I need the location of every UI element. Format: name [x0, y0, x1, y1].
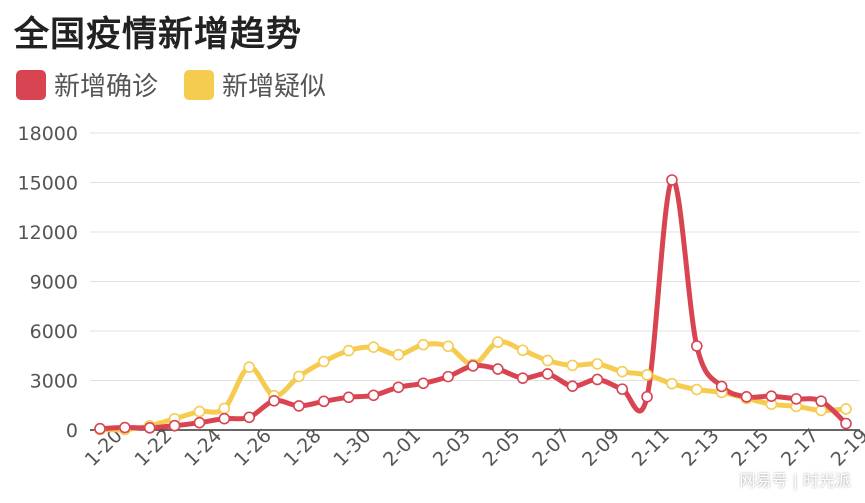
- data-point-confirmed: [591, 373, 604, 386]
- data-point-confirmed: [293, 400, 305, 412]
- y-tick-label: 3000: [30, 371, 78, 393]
- y-tick-label: 15000: [18, 173, 78, 195]
- chart-title: 全国疫情新增趋势: [14, 15, 303, 55]
- y-tick-label: 6000: [30, 321, 78, 343]
- data-point-confirmed: [790, 393, 803, 405]
- legend-item-confirmed[interactable]: 新增确诊: [16, 66, 158, 103]
- y-axis-tick-labels: 0 3000 6000 9000 12000 15000 18000: [18, 123, 78, 442]
- data-point-suspected: [690, 383, 703, 396]
- data-point-confirmed: [168, 419, 181, 432]
- data-point-suspected: [641, 369, 653, 381]
- data-point-confirmed: [442, 370, 454, 383]
- legend-swatch-suspected: [184, 69, 215, 100]
- data-point-suspected: [293, 370, 305, 383]
- x-tick-label: 2-15: [727, 425, 773, 471]
- data-point-confirmed: [119, 421, 131, 434]
- data-point-confirmed: [193, 416, 206, 429]
- data-point-confirmed: [616, 383, 629, 395]
- series-points: [94, 174, 852, 436]
- data-point-suspected: [317, 355, 330, 368]
- data-point-confirmed: [641, 390, 653, 403]
- data-point-suspected: [591, 358, 604, 370]
- data-point-confirmed: [342, 391, 355, 404]
- x-tick-label: 2-11: [628, 425, 674, 471]
- x-tick-label: 2-07: [528, 425, 574, 471]
- y-tick-label: 0: [66, 420, 78, 442]
- x-tick-label: 2-03: [429, 425, 475, 471]
- data-point-confirmed: [566, 380, 579, 392]
- series-lines: [97, 177, 849, 433]
- x-tick-label: 1-30: [329, 425, 375, 471]
- y-tick-label: 12000: [18, 222, 78, 244]
- x-tick-label: 2-09: [578, 425, 624, 471]
- series-line-confirmed: [97, 177, 849, 432]
- data-point-confirmed: [690, 340, 703, 352]
- data-point-confirmed: [268, 394, 280, 407]
- data-point-suspected: [541, 354, 554, 367]
- data-point-suspected: [367, 341, 380, 353]
- data-point-confirmed: [317, 395, 330, 408]
- data-point-suspected: [442, 340, 454, 353]
- x-tick-label: 2-17: [777, 425, 823, 471]
- data-point-suspected: [815, 404, 827, 417]
- data-point-confirmed: [740, 391, 753, 403]
- x-tick-label: 1-26: [230, 425, 276, 471]
- data-point-confirmed: [815, 395, 827, 407]
- x-tick-label: 2-05: [479, 425, 525, 471]
- data-point-confirmed: [666, 174, 678, 186]
- data-point-confirmed: [94, 422, 106, 435]
- data-point-suspected: [566, 359, 579, 372]
- data-point-confirmed: [392, 381, 405, 394]
- data-point-confirmed: [143, 422, 156, 434]
- data-point-suspected: [392, 348, 405, 361]
- legend-label-suspected: 新增疑似: [222, 72, 327, 102]
- x-tick-label: 1-28: [280, 425, 326, 471]
- data-point-suspected: [218, 402, 231, 415]
- x-tick-label: 2-13: [678, 425, 724, 471]
- x-tick-label: 2-01: [379, 425, 425, 471]
- data-point-suspected: [616, 365, 629, 378]
- data-point-suspected: [492, 336, 504, 348]
- data-point-confirmed: [243, 411, 255, 424]
- x-tick-label: 2-19: [827, 425, 865, 471]
- series-line-suspected: [97, 339, 849, 433]
- x-tick-label: 1-24: [180, 425, 226, 471]
- y-tick-label: 9000: [30, 272, 78, 294]
- data-point-confirmed: [715, 380, 728, 393]
- data-point-confirmed: [541, 368, 554, 380]
- data-point-suspected: [666, 377, 678, 390]
- legend-label-confirmed: 新增确诊: [54, 72, 159, 102]
- x-axis-tick-labels: 1-20 1-22 1-24 1-26 1-28 1-30 2-01 2-03 2-05 2-07…: [81, 425, 865, 471]
- data-point-confirmed: [467, 360, 479, 372]
- legend-item-suspected[interactable]: 新增疑似: [184, 66, 326, 103]
- data-point-confirmed: [417, 377, 430, 390]
- data-point-confirmed: [492, 363, 504, 375]
- y-tick-label: 18000: [18, 123, 78, 145]
- data-point-suspected: [342, 344, 355, 357]
- y-grid-lines: [90, 132, 860, 381]
- data-point-confirmed: [218, 412, 231, 425]
- watermark: 网易号 | 时光派: [739, 471, 851, 490]
- data-point-suspected: [417, 338, 430, 351]
- data-point-suspected: [243, 361, 255, 374]
- data-point-confirmed: [516, 372, 529, 384]
- data-point-confirmed: [765, 390, 778, 403]
- data-point-suspected: [193, 405, 206, 418]
- chart-legend: 新增确诊 新增疑似: [16, 66, 326, 103]
- legend-swatch-confirmed: [16, 69, 46, 100]
- data-point-suspected: [840, 403, 852, 415]
- data-point-confirmed: [367, 389, 380, 402]
- data-point-suspected: [516, 344, 529, 357]
- data-point-confirmed: [840, 417, 852, 430]
